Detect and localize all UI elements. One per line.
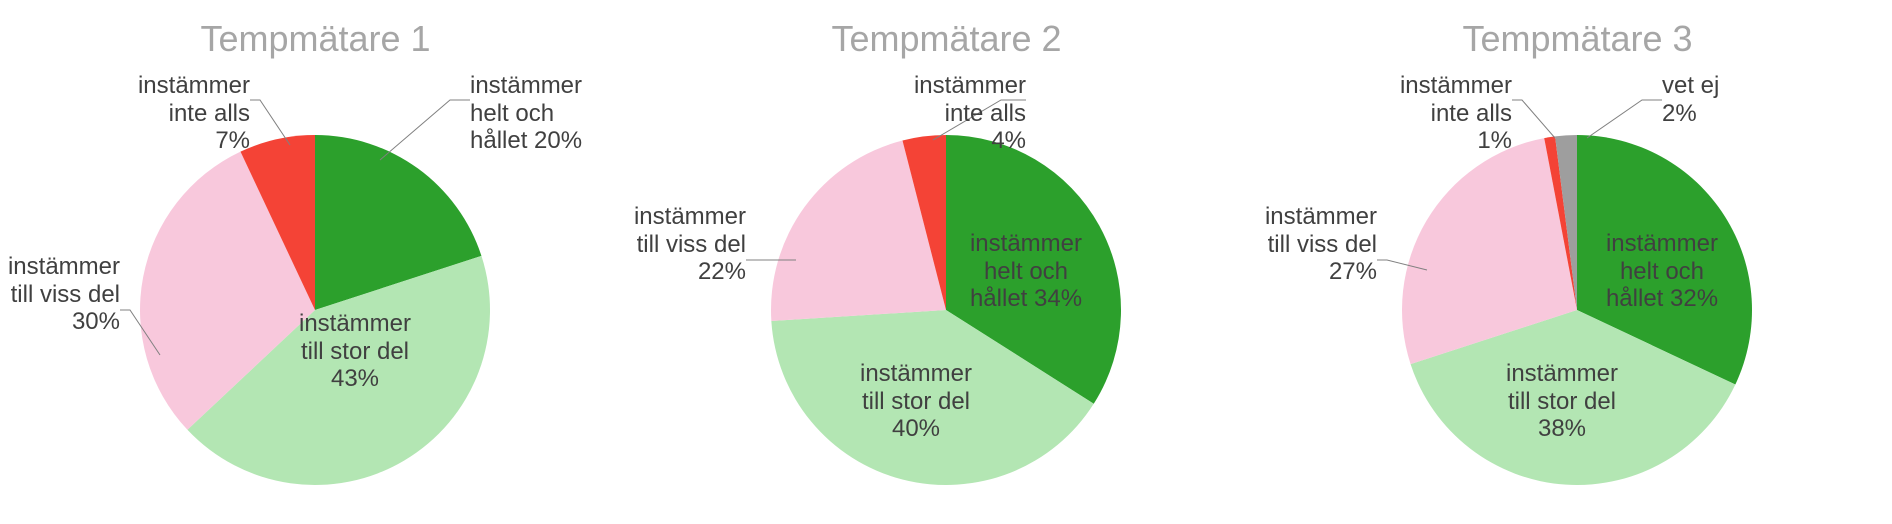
slice-label: instämmerhelt ochhållet 20% — [470, 72, 582, 155]
slice-label: instämmerhelt ochhållet 32% — [1606, 230, 1718, 313]
leader-line — [1587, 100, 1662, 138]
slice-label: instämmertill viss del27% — [1262, 203, 1377, 286]
pie-chart-panel: Tempmätare 3instämmerhelt ochhållet 32%i… — [1262, 0, 1892, 524]
chart-row: Tempmätare 1instämmerhelt ochhållet 20%i… — [0, 0, 1892, 524]
slice-label: instämmertill viss del22% — [631, 203, 746, 286]
leader-line — [1512, 100, 1555, 138]
slice-label: instämmerhelt ochhållet 34% — [970, 230, 1082, 313]
slice-label: instämmertill viss del30% — [0, 253, 120, 336]
pie-chart-panel: Tempmätare 2instämmerhelt ochhållet 34%i… — [631, 0, 1262, 524]
slice-label: instämmerinte alls1% — [1262, 72, 1512, 155]
slice-label: instämmerinte alls4% — [631, 72, 1026, 155]
leader-line — [380, 100, 470, 160]
pie-chart-panel: Tempmätare 1instämmerhelt ochhållet 20%i… — [0, 0, 631, 524]
slice-label: instämmerinte alls7% — [0, 72, 250, 155]
slice-label: vet ej2% — [1662, 72, 1719, 127]
slice-label: instämmertill stor del40% — [860, 360, 972, 443]
slice-label: instämmertill stor del38% — [1506, 360, 1618, 443]
slice-label: instämmertill stor del43% — [299, 310, 411, 393]
